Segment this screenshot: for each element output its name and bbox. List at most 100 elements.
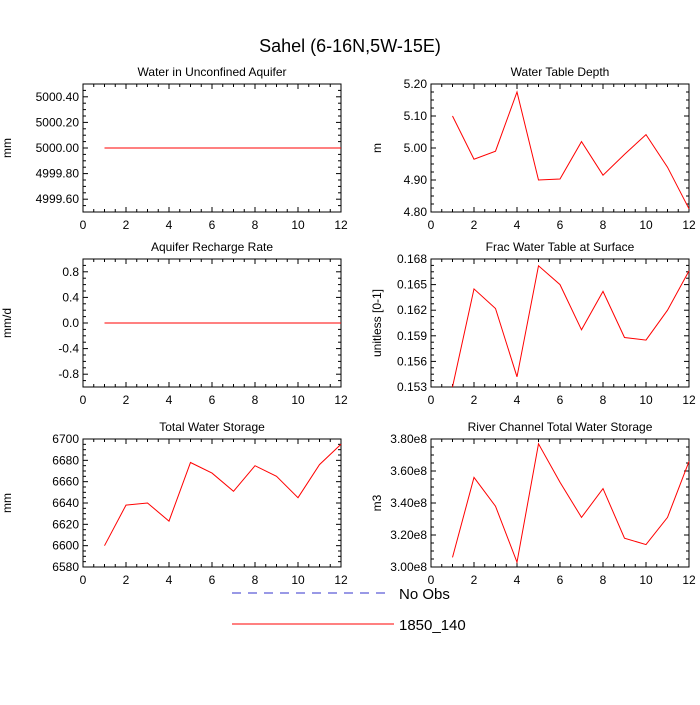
y-tick-label: 6700 (52, 432, 79, 446)
y-tick-label: 4.90 (404, 173, 428, 187)
x-tick-label: 4 (166, 573, 173, 587)
x-tick-label: 12 (682, 218, 696, 232)
series-line-1850-140 (104, 443, 342, 546)
x-tick-label: 6 (209, 573, 216, 587)
legend-label-1850-140: 1850_140 (399, 617, 466, 634)
panel-4: Frac Water Table at Surface unitless [0-1… (370, 240, 696, 407)
plot-frame (430, 438, 690, 568)
x-tick-label: 2 (123, 218, 130, 232)
x-tick-label: 6 (209, 218, 216, 232)
x-tick-label: 2 (471, 393, 478, 407)
x-tick-label: 10 (639, 218, 653, 232)
x-tick-label: 8 (600, 573, 607, 587)
y-tick-label: 0.8 (62, 265, 79, 279)
x-tick-label: 4 (514, 393, 521, 407)
x-tick-label: 0 (428, 573, 435, 587)
plot-frame (430, 83, 690, 213)
y-axis-label: mm (0, 138, 14, 158)
y-tick-label: 0.4 (62, 290, 79, 304)
y-tick-label: 6620 (52, 517, 79, 531)
y-tick-label: 6680 (52, 453, 79, 467)
y-tick-label: 0.156 (397, 354, 427, 368)
legend-label-no-obs: No Obs (399, 586, 450, 603)
y-tick-label: 0.162 (397, 303, 427, 317)
y-tick-label: 5.10 (404, 109, 428, 123)
x-tick-label: 6 (209, 393, 216, 407)
chart-panels: Water in Unconfined Aquifer mm 0 2 4 6 8 10 12 49… (0, 65, 696, 587)
y-tick-label: 0.153 (397, 380, 427, 394)
x-tick-label: 0 (80, 573, 87, 587)
x-tick-label: 8 (252, 393, 259, 407)
x-tick-label: 0 (428, 393, 435, 407)
panel-title: Total Water Storage (159, 420, 265, 434)
panel-2: Water Table Depth m 0 2 4 6 8 10 12 4.80 4.90 5.00 5… (370, 65, 696, 232)
panel-1: Water in Unconfined Aquifer mm 0 2 4 6 8 10 12 49… (0, 65, 348, 232)
plot-frame (82, 438, 342, 568)
series-line-1850-140 (452, 442, 690, 565)
y-tick-label: 5000.00 (36, 141, 80, 155)
y-tick-label: 0.159 (397, 329, 427, 343)
y-tick-label: 0.0 (62, 316, 79, 330)
x-tick-label: 4 (514, 573, 521, 587)
panel-title: Frac Water Table at Surface (486, 240, 635, 254)
y-tick-label: 5000.20 (36, 115, 80, 129)
series-line-1850-140 (452, 90, 690, 210)
y-axis-label: mm (0, 493, 14, 513)
x-tick-label: 8 (252, 218, 259, 232)
legend: No Obs 1850_140 (232, 586, 466, 634)
y-tick-label: 5.00 (404, 141, 428, 155)
x-tick-label: 12 (334, 218, 348, 232)
x-tick-label: 8 (600, 393, 607, 407)
x-tick-label: 2 (123, 573, 130, 587)
x-tick-label: 12 (682, 393, 696, 407)
x-tick-label: 4 (166, 393, 173, 407)
y-tick-label: 3.80e8 (390, 432, 427, 446)
panel-title: River Channel Total Water Storage (468, 420, 653, 434)
x-tick-label: 0 (80, 218, 87, 232)
y-tick-label: 3.60e8 (390, 464, 427, 478)
x-tick-label: 8 (600, 218, 607, 232)
x-tick-label: 6 (557, 393, 564, 407)
x-tick-label: 6 (557, 218, 564, 232)
x-tick-label: 4 (514, 218, 521, 232)
y-axis-label: unitless [0-1] (370, 289, 384, 357)
x-tick-label: 2 (123, 393, 130, 407)
y-tick-label: 5.20 (404, 77, 428, 91)
panel-3: Aquifer Recharge Rate mm/d 0 2 4 6 8 10 12 -0.8 -0… (0, 240, 348, 407)
x-tick-label: 10 (639, 573, 653, 587)
y-axis-label: m (370, 143, 384, 153)
y-tick-label: 6580 (52, 560, 79, 574)
y-tick-label: 0.168 (397, 252, 427, 266)
y-tick-label: 3.00e8 (390, 560, 427, 574)
y-tick-label: -0.4 (58, 342, 79, 356)
x-tick-label: 8 (252, 573, 259, 587)
y-tick-label: 0.165 (397, 278, 427, 292)
panel-title: Water Table Depth (511, 65, 610, 79)
y-tick-label: 3.40e8 (390, 496, 427, 510)
y-tick-label: 5000.40 (36, 90, 80, 104)
y-tick-label: 4999.80 (36, 167, 80, 181)
panel-title: Water in Unconfined Aquifer (138, 65, 287, 79)
x-tick-label: 10 (291, 573, 305, 587)
x-tick-label: 6 (557, 573, 564, 587)
x-tick-label: 4 (166, 218, 173, 232)
x-tick-label: 12 (334, 393, 348, 407)
panel-title: Aquifer Recharge Rate (151, 240, 273, 254)
y-tick-label: 6660 (52, 475, 79, 489)
x-tick-label: 10 (291, 393, 305, 407)
y-tick-label: 4999.60 (36, 192, 80, 206)
x-tick-label: 12 (334, 573, 348, 587)
x-tick-label: 10 (639, 393, 653, 407)
y-tick-label: 6600 (52, 539, 79, 553)
x-tick-label: 12 (682, 573, 696, 587)
x-tick-label: 0 (428, 218, 435, 232)
panel-5: Total Water Storage mm 0 2 4 6 8 10 12 6580 6600 66… (0, 420, 348, 587)
y-tick-label: 4.80 (404, 205, 428, 219)
main-title: Sahel (6-16N,5W-15E) (259, 36, 441, 56)
plot-frame (430, 258, 690, 388)
y-axis-label: mm/d (0, 308, 14, 338)
y-tick-label: 3.20e8 (390, 528, 427, 542)
series-line-1850-140 (452, 264, 690, 388)
x-tick-label: 2 (471, 218, 478, 232)
